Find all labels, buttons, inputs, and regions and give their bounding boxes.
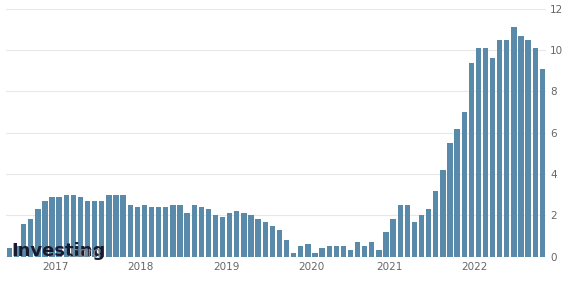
- Bar: [490, 58, 495, 257]
- Bar: [483, 48, 488, 257]
- Bar: [184, 213, 190, 257]
- Bar: [355, 242, 360, 257]
- Bar: [241, 213, 247, 257]
- Bar: [70, 195, 76, 257]
- Bar: [412, 222, 417, 257]
- Bar: [92, 201, 97, 257]
- Bar: [177, 205, 183, 257]
- Bar: [120, 195, 126, 257]
- Bar: [134, 207, 140, 257]
- Bar: [333, 246, 339, 257]
- Bar: [85, 201, 90, 257]
- Bar: [234, 211, 239, 257]
- Bar: [21, 224, 26, 257]
- Bar: [433, 191, 438, 257]
- Bar: [284, 240, 289, 257]
- Bar: [539, 69, 545, 257]
- Bar: [99, 201, 104, 257]
- Bar: [511, 27, 517, 257]
- Bar: [475, 48, 481, 257]
- Bar: [362, 246, 367, 257]
- Bar: [7, 248, 12, 257]
- Bar: [28, 219, 33, 257]
- Bar: [504, 40, 510, 257]
- Bar: [49, 197, 55, 257]
- Bar: [426, 209, 431, 257]
- Bar: [440, 170, 446, 257]
- Bar: [248, 215, 254, 257]
- Bar: [312, 253, 318, 257]
- Bar: [518, 36, 524, 257]
- Bar: [404, 205, 410, 257]
- Bar: [127, 205, 133, 257]
- Bar: [419, 215, 424, 257]
- Bar: [468, 63, 474, 257]
- Bar: [298, 246, 303, 257]
- Text: Investing: Investing: [12, 242, 106, 260]
- Bar: [106, 195, 112, 257]
- Bar: [532, 48, 538, 257]
- Bar: [497, 40, 502, 257]
- Bar: [269, 226, 275, 257]
- Bar: [142, 205, 147, 257]
- Bar: [454, 129, 460, 257]
- Bar: [14, 246, 19, 257]
- Bar: [326, 246, 332, 257]
- Bar: [262, 222, 268, 257]
- Bar: [305, 244, 311, 257]
- Bar: [291, 253, 296, 257]
- Bar: [369, 242, 375, 257]
- Bar: [319, 248, 325, 257]
- Text: .com: .com: [68, 246, 102, 260]
- Bar: [220, 217, 225, 257]
- Bar: [149, 207, 154, 257]
- Bar: [205, 209, 211, 257]
- Bar: [156, 207, 161, 257]
- Bar: [255, 219, 261, 257]
- Bar: [198, 207, 204, 257]
- Bar: [348, 250, 353, 257]
- Bar: [447, 143, 453, 257]
- Bar: [461, 112, 467, 257]
- Bar: [170, 205, 176, 257]
- Bar: [35, 209, 41, 257]
- Bar: [277, 230, 282, 257]
- Bar: [56, 197, 62, 257]
- Bar: [163, 207, 168, 257]
- Bar: [42, 201, 48, 257]
- Bar: [113, 195, 119, 257]
- Bar: [390, 219, 396, 257]
- Bar: [191, 205, 197, 257]
- Bar: [397, 205, 403, 257]
- Bar: [78, 197, 83, 257]
- Bar: [383, 232, 389, 257]
- Bar: [63, 195, 69, 257]
- Bar: [340, 246, 346, 257]
- Bar: [525, 40, 531, 257]
- Bar: [376, 250, 382, 257]
- Bar: [227, 213, 232, 257]
- Bar: [213, 215, 218, 257]
